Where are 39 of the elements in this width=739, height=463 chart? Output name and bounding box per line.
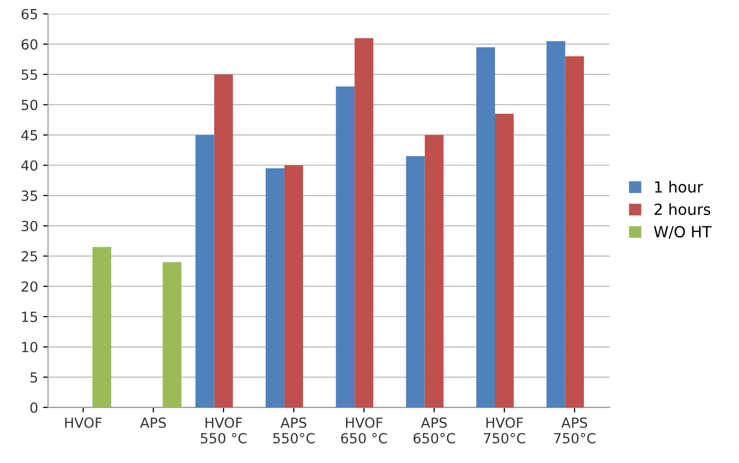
y-tick-label: 45 <box>21 130 38 140</box>
bar <box>214 74 233 408</box>
bar <box>424 134 444 408</box>
bar <box>284 165 304 408</box>
y-tick-label: 10 <box>22 342 38 352</box>
y-tick-label: 50 <box>22 100 38 110</box>
bar <box>162 262 182 408</box>
y-tick-label: 15 <box>22 312 38 322</box>
x-tick-label: APS 750°C <box>554 417 596 444</box>
bar <box>565 56 584 408</box>
y-tick-label: 25 <box>22 251 38 262</box>
y-tick-label: 35 <box>22 190 38 202</box>
bar <box>266 168 284 408</box>
bar <box>92 246 112 408</box>
bar <box>354 38 374 408</box>
x-tick-label: APS 650°C <box>414 417 455 444</box>
bar <box>406 156 425 408</box>
x-tick-label: HVOF 550 °C <box>200 417 247 444</box>
x-tick-label: HVOF <box>65 417 102 428</box>
x-tick-label: APS 550°C <box>273 417 315 444</box>
x-tick-label: APS <box>140 417 166 428</box>
y-tick-label: 40 <box>21 160 38 171</box>
y-tick-label: 5 <box>30 372 38 383</box>
bar <box>336 86 355 408</box>
y-tick-label: 30 <box>22 220 38 232</box>
y-tick-label: 65 <box>22 8 38 20</box>
x-tick-label: HVOF 650 °C <box>341 417 387 444</box>
legend-label: 2 hours <box>654 203 710 216</box>
legend-label: 1 hour <box>655 180 704 193</box>
legend-label: W/O HT <box>654 226 712 239</box>
y-tick-label: 20 <box>22 281 38 292</box>
x-tick-label: HVOF 750°C <box>484 417 526 444</box>
y-tick-label: 60 <box>22 39 38 50</box>
bar <box>195 134 214 408</box>
bar <box>476 47 496 408</box>
bar <box>495 114 514 408</box>
bar <box>546 41 566 408</box>
y-tick-label: 55 <box>22 70 38 80</box>
y-tick-label: 0 <box>30 402 38 413</box>
